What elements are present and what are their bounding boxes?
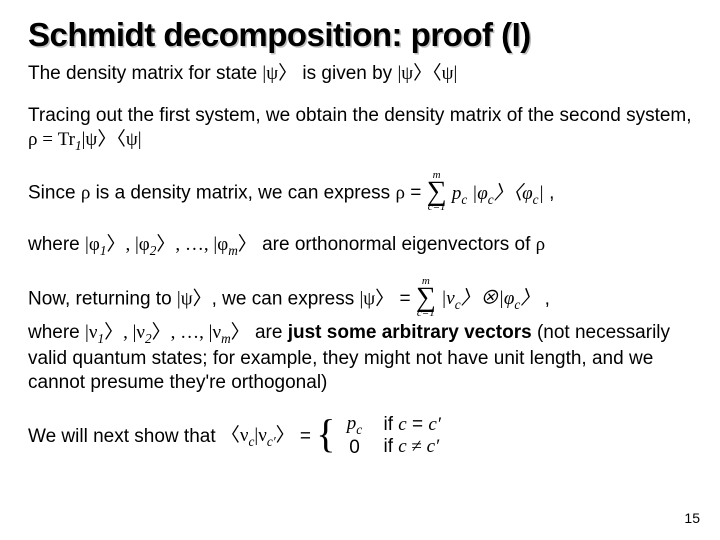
case-eq: = bbox=[407, 414, 429, 435]
phi-list: |φ1〉, |φ2〉, …, |φm〉 bbox=[85, 234, 257, 255]
case-c1: c bbox=[398, 414, 406, 435]
p5-text-c: where bbox=[28, 322, 85, 343]
page-number: 15 bbox=[684, 510, 700, 526]
case-brace-icon: { bbox=[316, 416, 335, 452]
p6-text-a: We will next show that bbox=[28, 425, 221, 446]
eq-1: = bbox=[410, 183, 426, 204]
comma-2: , bbox=[539, 288, 550, 309]
inner-prod: 〈νc|νc′〉 bbox=[221, 425, 295, 446]
ket-psi-2: |ψ〉 bbox=[177, 288, 212, 309]
nu-list: |ν1〉, |ν2〉, …, |νm〉 bbox=[85, 322, 250, 343]
sum-2-bot: c=1 bbox=[416, 308, 436, 319]
rho-1: ρ bbox=[81, 183, 90, 204]
para-2: Tracing out the first system, we obtain … bbox=[28, 104, 692, 154]
ket-psi-3: |ψ〉 bbox=[359, 288, 394, 309]
sum-2-term: |νc〉⊗|φc〉 bbox=[441, 288, 539, 309]
sum-1-term: pc |φc〉〈φc| bbox=[452, 183, 544, 204]
p5-text-e: just some arbitrary vectors bbox=[288, 322, 532, 343]
case-cp1: c′ bbox=[428, 414, 441, 435]
para-3: Since ρ is a density matrix, we can expr… bbox=[28, 172, 692, 215]
case-neq: ≠ bbox=[407, 436, 427, 457]
p3-text-b: is a density matrix, we can express bbox=[90, 183, 395, 204]
ket-psi-1: |ψ〉 bbox=[262, 63, 297, 84]
rho-3: ρ bbox=[536, 234, 545, 255]
p5-text-b: , we can express bbox=[212, 288, 360, 309]
comma-1: , bbox=[544, 183, 555, 204]
para-6: We will next show that 〈νc|νc′〉 = { pc 0… bbox=[28, 413, 692, 461]
p5-text-a: Now, returning to bbox=[28, 288, 177, 309]
para-5: Now, returning to |ψ〉, we can express |ψ… bbox=[28, 278, 692, 395]
case-col-right: if c = c′ if c ≠ c′ bbox=[383, 414, 440, 460]
rho-eq: ρ = Tr1|ψ〉〈ψ| bbox=[28, 129, 142, 150]
case-if-1: if bbox=[383, 414, 398, 435]
p1-text-a: The density matrix for state bbox=[28, 63, 262, 84]
sum-2: m ∑ c=1 bbox=[416, 276, 436, 319]
p4-text-a: where bbox=[28, 234, 85, 255]
case-col-left: pc 0 bbox=[347, 413, 362, 461]
case-cp2: c′ bbox=[427, 436, 440, 457]
para-4: where |φ1〉, |φ2〉, …, |φm〉 are orthonorma… bbox=[28, 233, 692, 259]
ketbra-psi-1: |ψ〉〈ψ| bbox=[397, 63, 457, 84]
rho-2: ρ bbox=[395, 183, 404, 204]
p5-text-d: are bbox=[250, 322, 288, 343]
case-pc: pc bbox=[347, 413, 362, 434]
slide-title: Schmidt decomposition: proof (I) bbox=[28, 16, 692, 54]
p4-text-b: are orthonormal eigenvectors of bbox=[257, 234, 536, 255]
p1-text-b: is given by bbox=[297, 63, 397, 84]
para-1: The density matrix for state |ψ〉 is give… bbox=[28, 62, 692, 86]
sum-1: m ∑ c=1 bbox=[427, 170, 447, 213]
eq-3: = bbox=[300, 425, 316, 446]
p2-text-a: Tracing out the first system, we obtain … bbox=[28, 105, 692, 126]
p3-text-a: Since bbox=[28, 183, 81, 204]
case-zero: 0 bbox=[349, 437, 360, 458]
case-c2: c bbox=[398, 436, 406, 457]
eq-2: = bbox=[399, 288, 415, 309]
sum-2-sigma: ∑ bbox=[416, 285, 436, 310]
case-if-2: if bbox=[383, 436, 398, 457]
sum-1-bot: c=1 bbox=[427, 202, 447, 213]
